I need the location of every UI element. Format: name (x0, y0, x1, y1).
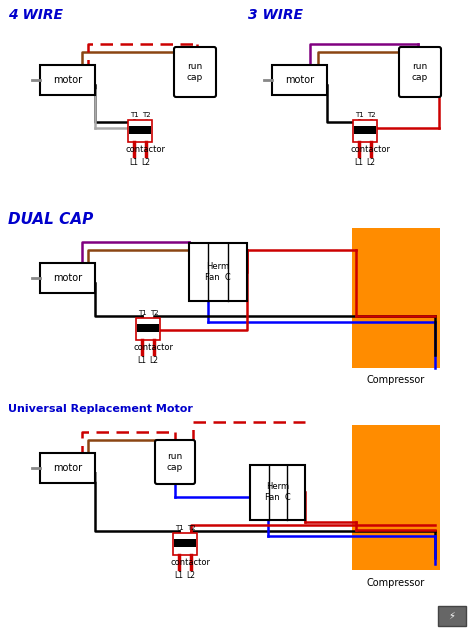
Text: run
cap: run cap (187, 62, 203, 82)
Text: T2: T2 (367, 112, 375, 118)
Text: run
cap: run cap (167, 452, 183, 472)
Text: Compressor: Compressor (367, 375, 425, 385)
Text: T1: T1 (129, 112, 138, 118)
Bar (250, 465, 306, 519)
Bar (40, 453, 95, 483)
Text: L2: L2 (366, 158, 375, 167)
Bar (273, 65, 328, 95)
Text: Herm
Fan  C: Herm Fan C (265, 482, 291, 502)
Bar (173, 533, 197, 555)
FancyBboxPatch shape (155, 440, 195, 484)
Text: T2: T2 (187, 525, 195, 531)
Text: contactor: contactor (134, 343, 174, 352)
Bar (129, 126, 151, 134)
Text: T2: T2 (142, 112, 150, 118)
Bar (136, 318, 160, 340)
Text: L1: L1 (355, 158, 364, 167)
Text: L1: L1 (129, 158, 138, 167)
FancyBboxPatch shape (399, 47, 441, 97)
Text: L2: L2 (149, 356, 158, 365)
Text: DUAL CAP: DUAL CAP (8, 212, 93, 227)
Text: Universal Replacement Motor: Universal Replacement Motor (8, 404, 193, 414)
Text: Herm
Fan  C: Herm Fan C (205, 262, 231, 283)
Bar (128, 120, 152, 142)
Text: run
cap: run cap (412, 62, 428, 82)
Text: T1: T1 (355, 112, 364, 118)
Text: L2: L2 (186, 571, 195, 580)
Text: motor: motor (54, 463, 82, 473)
Text: 4 WIRE: 4 WIRE (8, 8, 63, 22)
Text: L1: L1 (174, 571, 183, 580)
Text: L2: L2 (142, 158, 151, 167)
Bar (137, 324, 159, 332)
Bar (40, 263, 95, 293)
Text: T2: T2 (150, 310, 158, 316)
FancyBboxPatch shape (174, 47, 216, 97)
Bar (40, 65, 95, 95)
Bar (352, 228, 440, 368)
Text: contactor: contactor (126, 145, 166, 154)
Text: ⚡: ⚡ (448, 611, 456, 621)
Text: T1: T1 (137, 310, 146, 316)
Text: 3 WIRE: 3 WIRE (248, 8, 303, 22)
Bar (438, 606, 466, 626)
Bar (353, 120, 377, 142)
Bar (189, 243, 247, 301)
Text: contactor: contactor (351, 145, 391, 154)
Text: motor: motor (54, 273, 82, 283)
Text: Compressor: Compressor (367, 578, 425, 588)
Bar (174, 539, 196, 547)
Text: T1: T1 (174, 525, 183, 531)
Text: L1: L1 (137, 356, 146, 365)
Text: motor: motor (285, 75, 315, 85)
Bar (352, 425, 440, 570)
Text: motor: motor (54, 75, 82, 85)
Bar (354, 126, 376, 134)
Text: contactor: contactor (171, 558, 211, 567)
